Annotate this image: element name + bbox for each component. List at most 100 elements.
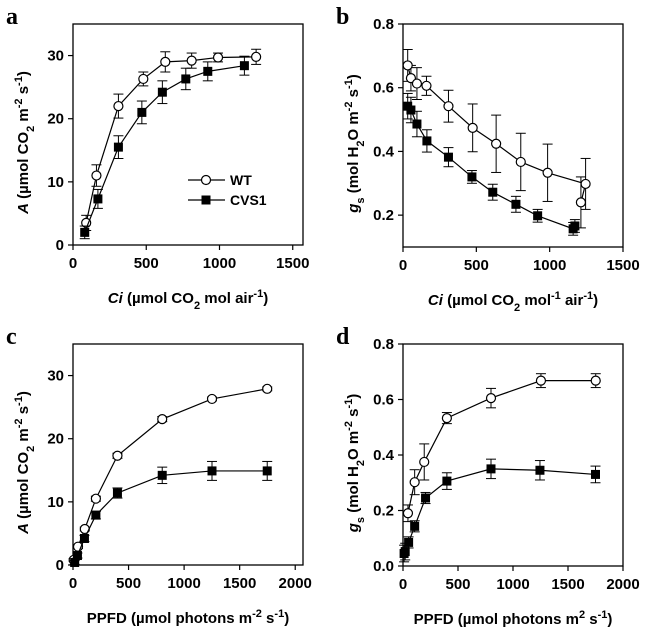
x-tick-label: 0 [69,575,77,592]
data-point-cvs1 [421,493,431,503]
x-axis-label-part: ) [593,292,598,309]
data-point-wt [491,138,502,149]
x-tick-label: 500 [134,255,159,272]
y-tick-label: 0.8 [373,16,394,33]
data-point-cvs1 [591,469,600,479]
data-point-cvs1 [70,557,80,567]
y-axis-label-part: g [345,523,362,533]
y-axis-label-part: A [15,523,32,535]
x-axis-label-part: air [561,292,584,309]
x-tick-label: 1500 [276,255,309,272]
y-tick-label: 30 [47,48,64,65]
plot-frame [72,343,304,566]
series-wt [402,48,591,229]
data-point-wt [421,80,432,91]
x-tick-label: 1000 [533,257,566,274]
data-point-cvs1 [72,551,82,561]
data-point-cvs1 [412,119,422,129]
y-axis-label-part: A [15,203,32,215]
data-point-cvs1 [488,187,498,197]
y-axis-label-part: (mol H [345,466,362,517]
y-tick-label: 20 [47,111,64,128]
series-wt [402,373,601,523]
y-tick-label: 0.8 [373,336,394,353]
x-axis-label-part: 2 [194,300,200,312]
y-tick-label: 30 [47,368,64,385]
y-tick-label: 0.4 [373,143,395,160]
y-axis-label-part: 2 [355,141,367,147]
y-axis-label-part: -2 [343,102,355,112]
y-axis-label: A (µmol CO2 m-2 s-1) [13,391,37,535]
data-point-wt [251,51,262,62]
y-axis-label-part: s [345,89,362,102]
data-point-cvs1 [157,470,167,480]
data-point-wt [112,450,123,461]
panel-letter: d [336,324,350,350]
data-point-wt [441,412,452,424]
data-point-cvs1 [80,227,90,237]
data-point-wt [590,375,601,386]
x-tick-label: 500 [116,575,141,592]
data-point-cvs1 [91,510,101,520]
series-cvs1 [79,55,250,240]
y-axis-label-part: (µmol CO [15,452,32,523]
data-point-cvs1 [404,537,414,547]
legend-marker-cvs1 [201,195,211,205]
y-axis-label: A (µmol CO2 m-2 s-1) [13,71,37,215]
x-tick-label: 500 [445,576,470,593]
legend-marker-wt [200,174,212,186]
plot-frame [72,23,304,246]
series-cvs1 [69,460,273,567]
x-axis-label-part: mol air [200,290,254,307]
x-tick-label: 2000 [279,575,312,592]
x-axis-label-part: -1 [253,288,263,300]
data-point-cvs1 [535,465,545,475]
y-axis-label-part: -2 [13,98,25,108]
data-point-cvs1 [570,221,580,231]
y-axis-label-part: g [345,204,362,214]
y-axis-label-part: ) [15,391,32,396]
data-point-wt [90,493,101,504]
y-tick-label: 0 [56,557,64,574]
x-axis-label-part: ) [263,290,268,307]
x-axis-label-part: (µmol CO [443,292,514,309]
data-point-wt [402,508,414,519]
data-point-cvs1 [410,521,420,531]
x-axis-label-part: -2 [252,608,262,620]
y-axis-label-part: -2 [343,421,355,431]
y-axis-label-part: -2 [13,418,25,428]
data-point-wt [515,156,526,168]
data-point-wt [157,414,168,425]
data-point-cvs1 [112,488,122,498]
x-axis-label-part: -1 [583,290,593,302]
data-point-wt [542,167,553,178]
y-axis-label-part: 2 [355,460,367,466]
x-axis-label-part: PPFD (µmol photons m [87,610,252,627]
series-line [407,105,576,230]
x-axis-label: PPFD (µmol photons m2 s-1) [414,609,613,628]
y-axis-label-part: -1 [343,399,355,409]
y-tick-label: 10 [47,174,64,191]
data-point-cvs1 [79,533,89,543]
y-axis-label-part: 2 [25,126,37,132]
data-point-wt [138,73,149,85]
y-axis-label-part: (µmol CO [15,132,32,203]
x-tick-label: 1500 [606,257,639,274]
y-tick-label: 20 [47,431,64,448]
x-tick-label: 500 [464,257,489,274]
y-axis-label-part: -1 [13,396,25,406]
x-axis-label-part: -1 [551,290,561,302]
y-axis-label-part: O m [345,431,362,460]
data-point-cvs1 [400,547,410,557]
x-axis-label-part: 2 [514,302,520,314]
x-axis-label-part: ) [284,610,289,627]
y-tick-label: 0.6 [373,80,394,97]
data-point-cvs1 [157,87,167,97]
data-point-wt [113,100,124,112]
y-axis-label-part: -1 [13,76,25,86]
series-wt [68,383,273,566]
data-point-cvs1 [207,466,217,476]
x-axis-label-part: (µmol CO [123,290,194,307]
